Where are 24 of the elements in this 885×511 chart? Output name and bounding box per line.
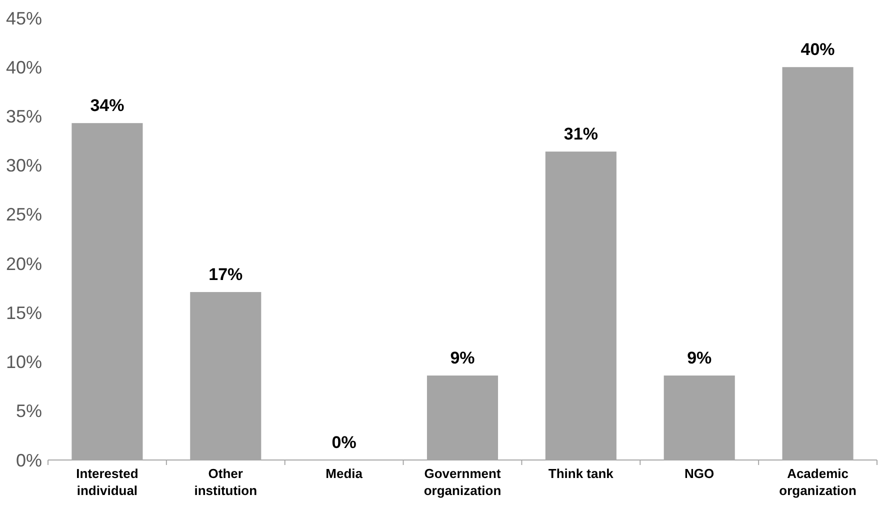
x-tick-label: Other institution xyxy=(194,466,258,498)
data-label: 0% xyxy=(332,433,356,452)
x-tick-label: Interested individual xyxy=(76,466,138,498)
y-tick-label: 10% xyxy=(6,352,42,372)
x-tick-label: Think tank xyxy=(548,466,614,481)
y-tick-label: 25% xyxy=(6,204,42,225)
data-label: 34% xyxy=(90,96,124,116)
x-tick-label: Media xyxy=(326,466,364,481)
y-tick-label: 45% xyxy=(6,8,42,28)
data-label: 17% xyxy=(208,265,243,284)
y-tick-label: 30% xyxy=(6,156,42,176)
y-tick-label: 5% xyxy=(16,401,42,422)
y-tick-label: 20% xyxy=(6,254,42,274)
x-tick-label: NGO xyxy=(684,466,714,481)
data-label: 40% xyxy=(800,40,835,60)
y-tick-label: 15% xyxy=(6,302,42,323)
data-label: 31% xyxy=(564,124,598,144)
y-tick-label: 35% xyxy=(6,106,42,127)
x-tick-label: Government organization xyxy=(424,466,502,498)
data-label: 9% xyxy=(450,348,475,368)
x-tick-label: Academic organization xyxy=(779,466,856,498)
data-label: 9% xyxy=(687,348,712,368)
y-tick-label: 0% xyxy=(16,450,42,470)
y-tick-label: 40% xyxy=(6,57,42,78)
